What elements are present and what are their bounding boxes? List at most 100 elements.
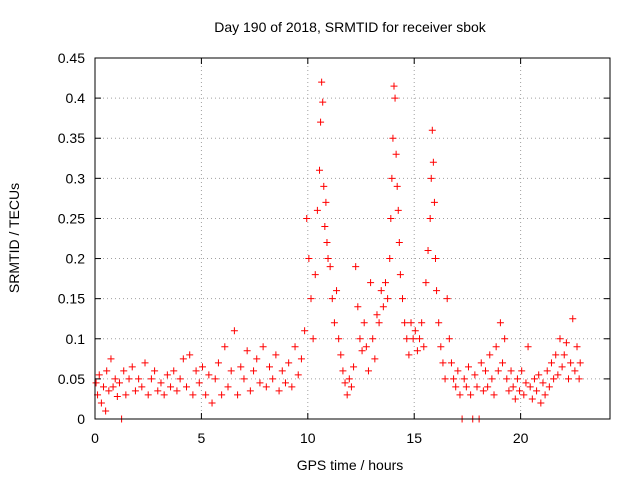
data-point [533,387,541,395]
y-tick-label: 0.1 [66,331,86,347]
data-point [157,379,165,387]
data-point [272,351,280,359]
y-tick-label: 0.35 [58,130,85,146]
data-point [575,375,583,383]
data-point [105,387,113,395]
data-point [227,367,235,375]
data-point [565,375,573,383]
chart-title: Day 190 of 2018, SRMTID for receiver sbo… [214,19,487,35]
data-point [407,319,415,327]
data-point [401,319,409,327]
data-point [313,206,321,214]
data-point [186,351,194,359]
data-point [154,387,162,395]
data-point [560,351,568,359]
data-point [460,375,468,383]
data-point [511,395,519,403]
data-point [484,383,492,391]
data-point [250,367,258,375]
data-point [369,335,377,343]
data-point [103,367,111,375]
data-points [92,78,584,423]
data-point [552,351,560,359]
data-point [471,371,479,379]
x-axis-ticks: 0 5 10 15 20 [91,58,529,446]
data-point [388,174,396,182]
data-point [507,367,515,375]
data-point [97,399,105,407]
data-point [120,367,128,375]
data-point [170,367,178,375]
data-point [435,319,443,327]
data-point [360,319,368,327]
data-point [390,82,398,90]
data-point [259,343,267,351]
data-point [192,367,200,375]
data-point [324,255,332,263]
data-point [437,343,445,351]
data-point [396,271,404,279]
data-point [381,279,389,287]
data-point [554,371,562,379]
data-point [456,391,464,399]
data-point [109,383,117,391]
data-point [230,327,238,335]
data-point [391,94,399,102]
data-point [387,214,395,222]
data-point [571,367,579,375]
data-point [509,383,517,391]
x-tick-label: 20 [513,430,529,446]
data-point [301,327,309,335]
data-point [454,367,462,375]
data-point [424,247,432,255]
y-tick-label: 0.25 [58,210,85,226]
data-point [345,375,353,383]
data-point [545,383,553,391]
data-point [163,371,171,379]
data-point [305,255,313,263]
data-point [562,339,570,347]
data-point [505,387,513,395]
data-point [543,367,551,375]
data-point [211,375,219,383]
data-point [516,387,524,395]
data-point [330,319,338,327]
data-point [541,391,549,399]
data-point [269,375,277,383]
data-point [326,263,334,271]
data-point [317,118,325,126]
data-point [337,351,345,359]
data-point [138,383,146,391]
data-point [167,383,175,391]
data-point [218,391,226,399]
data-point [477,359,485,367]
data-point [179,355,187,363]
data-point [350,363,358,371]
data-point [373,311,381,319]
data-point [520,391,528,399]
data-point [278,367,286,375]
data-point [100,383,108,391]
data-point [362,343,370,351]
data-point [237,363,245,371]
data-point [416,335,424,343]
data-point [111,375,119,383]
data-point [450,375,458,383]
data-point [176,375,184,383]
data-point [122,391,130,399]
data-point [558,363,566,371]
data-point [479,387,487,395]
data-point [537,399,545,407]
data-point [364,367,372,375]
data-point [320,182,328,190]
data-point [115,379,123,387]
data-point [392,150,400,158]
data-point [131,387,139,395]
data-point [486,351,494,359]
data-point [413,347,421,355]
data-point [291,343,299,351]
plot-frame [94,57,611,420]
data-point [128,363,136,371]
data-point [95,371,103,379]
data-point [141,359,149,367]
